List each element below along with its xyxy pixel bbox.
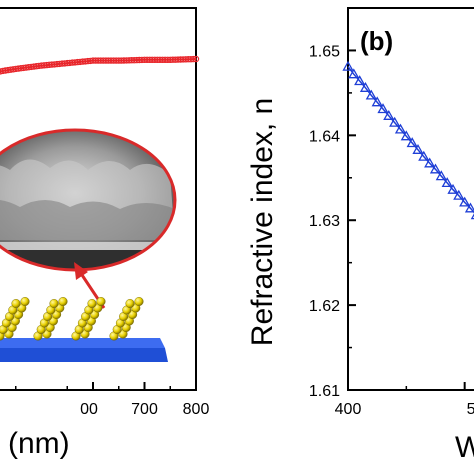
nanoparticle xyxy=(96,297,106,307)
nanoparticle-columns xyxy=(0,297,144,341)
nanoparticle xyxy=(134,297,144,307)
panel-a-data-point xyxy=(190,55,197,63)
panel-b-y-tick-label: 1.65 xyxy=(309,43,340,60)
panel-b-data-point xyxy=(447,183,459,194)
panel-b-data-point xyxy=(389,116,401,127)
panel-b-y-tick-label: 1.63 xyxy=(309,213,340,230)
panel-b-x-axis-title: W xyxy=(455,431,474,464)
panel-b-y-tick-label: 1.64 xyxy=(309,128,340,145)
panel-b-data-point xyxy=(459,196,471,207)
panel-b-data-point xyxy=(383,109,395,120)
panel-b-data-point xyxy=(394,123,407,134)
panel-b-x-tick-label: 50 xyxy=(467,401,474,418)
panel-b-series-line xyxy=(347,66,474,214)
panel-b-data-point xyxy=(453,189,465,200)
nanoparticle xyxy=(20,297,30,307)
panel-a-data-point xyxy=(192,55,200,63)
panel-a-x-axis-title: (nm) xyxy=(8,427,70,460)
panel-a-x-tick-label: 00 xyxy=(80,401,98,418)
panel-a: 00 700 800 (nm) xyxy=(0,7,210,460)
panel-b-data-point xyxy=(377,103,389,114)
panel-a-x-ticks: 00 700 800 xyxy=(15,382,210,418)
panel-b-label: (b) xyxy=(360,26,393,56)
panel-b-data-point xyxy=(365,89,377,100)
panel-b-frame xyxy=(347,7,474,391)
panel-b-data-point xyxy=(371,96,383,107)
panel-b-data-point xyxy=(435,170,447,181)
panel-b-y-ticks: 1.61 1.62 1.63 1.64 1.65 xyxy=(309,43,356,400)
panel-a-x-tick-label: 800 xyxy=(183,401,210,418)
panel-b-y-tick-label: 1.61 xyxy=(309,383,340,400)
panel-b-data-point xyxy=(424,157,436,168)
panel-a-series xyxy=(0,55,200,75)
panel-b-y-tick-label: 1.62 xyxy=(309,298,340,315)
nanoparticle xyxy=(125,299,135,309)
panel-b-data-point xyxy=(464,202,474,213)
panel-b-data-point xyxy=(412,143,424,154)
sem-texture xyxy=(0,159,175,270)
panel-b-data-point xyxy=(342,60,354,71)
panel-b-data-point xyxy=(429,163,442,174)
nanoparticle xyxy=(58,297,68,307)
panel-b-data-point xyxy=(359,81,372,92)
nanoparticle xyxy=(49,299,59,309)
nanoparticle xyxy=(87,299,97,309)
sem-inset xyxy=(0,128,177,272)
panel-b-y-axis-title: Refractive index, n xyxy=(246,98,279,346)
panel-b-data-point xyxy=(400,130,412,141)
panel-b-data-point xyxy=(406,137,418,148)
panel-b-x-tick-label: 400 xyxy=(335,401,362,418)
substrate-schematic xyxy=(0,297,168,362)
panel-b-data-point xyxy=(441,177,453,188)
panel-a-x-tick-label: 700 xyxy=(131,401,158,418)
panel-b-data-point xyxy=(348,68,360,79)
nanoparticle xyxy=(11,299,21,309)
panel-b-data-point xyxy=(418,150,430,161)
panel-b: 1.61 1.62 1.63 1.64 1.65 400 50 (b) Refractiv… xyxy=(246,7,474,464)
panel-b-data-point xyxy=(354,75,366,86)
panel-b-x-ticks: 400 50 xyxy=(335,382,474,418)
panel-b-series xyxy=(342,60,474,220)
